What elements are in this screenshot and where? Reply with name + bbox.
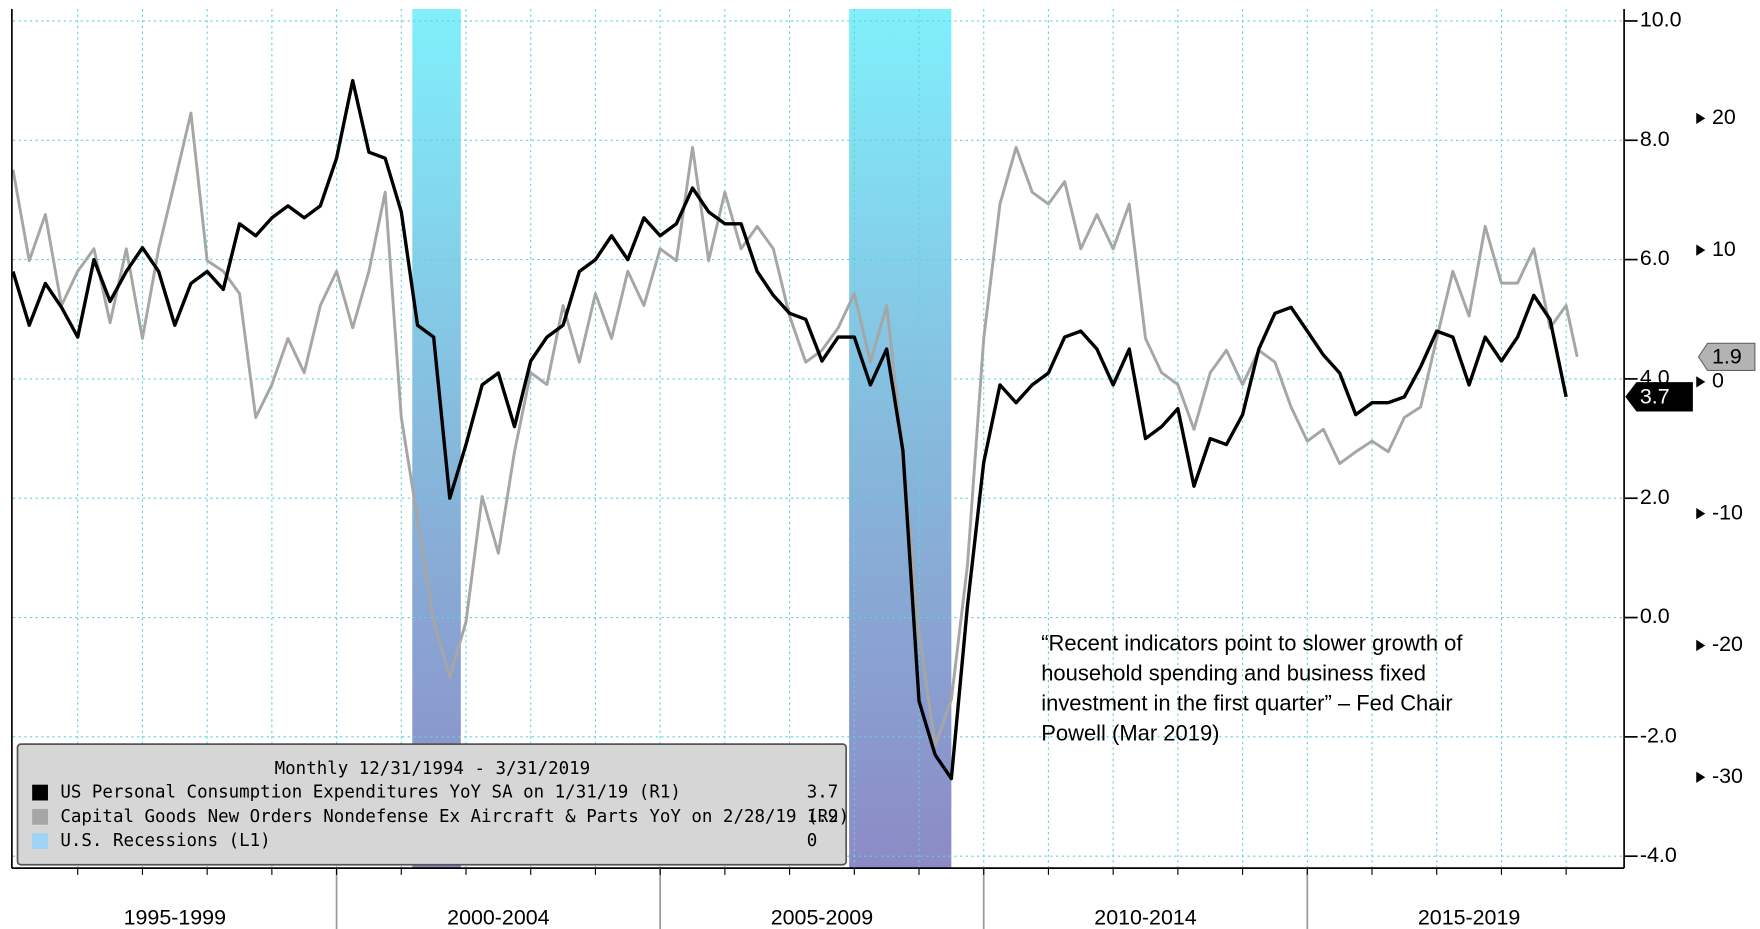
legend-value: 1.9 [807, 807, 839, 827]
x-tick-label: 1995-1999 [124, 906, 226, 929]
annotation: Powell (Mar 2019) [1041, 720, 1219, 745]
series-line [11, 78, 1568, 781]
x-tick-label: 2000-2004 [447, 906, 549, 929]
last-value-badge [1697, 342, 1756, 371]
legend-value: 3.7 [807, 783, 839, 803]
legend-swatch [32, 833, 48, 849]
y2-tick [1696, 376, 1706, 388]
y2-tick [1696, 112, 1706, 125]
last-value-label: 1.9 [1712, 345, 1742, 369]
y-tick-label: 0.0 [1640, 604, 1670, 628]
annotation: “Recent indicators point to slower growt… [1041, 631, 1463, 656]
legend-label: Capital Goods New Orders Nondefense Ex A… [60, 807, 849, 827]
y2-tick [1696, 508, 1706, 520]
y2-tick-label: 10 [1712, 237, 1736, 261]
y-tick-label: 8.0 [1640, 127, 1670, 151]
y2-tick-label: 20 [1712, 105, 1736, 129]
y2-tick [1696, 771, 1706, 783]
legend-label: U.S. Recessions (L1) [60, 831, 270, 851]
y-tick-label: -2.0 [1640, 724, 1677, 748]
legend-box [16, 743, 848, 866]
y-tick-label: 2.0 [1640, 485, 1670, 509]
legend-swatch [32, 784, 48, 801]
x-tick-label: 2015-2019 [1418, 906, 1520, 929]
y-tick-label: 6.0 [1640, 246, 1670, 270]
last-value-badge [1625, 382, 1693, 412]
y-tick-label: 10.0 [1640, 8, 1682, 32]
x-tick-label: 2005-2009 [771, 906, 873, 929]
legend-label: US Personal Consumption Expenditures YoY… [60, 783, 681, 803]
y2-tick-label: -30 [1712, 764, 1743, 788]
y2-tick-label: -20 [1712, 632, 1743, 656]
y2-tick [1696, 639, 1706, 652]
y2-tick [1696, 244, 1706, 256]
legend-swatch [32, 808, 48, 825]
x-tick-label: 2010-2014 [1094, 906, 1196, 929]
legend-header: Monthly 12/31/1994 - 3/31/2019 [275, 759, 591, 779]
last-value-label: 3.7 [1640, 385, 1670, 409]
y2-tick-label: -10 [1712, 500, 1743, 524]
y2-tick-label: 0 [1712, 369, 1724, 393]
recession-band [412, 9, 461, 869]
annotation: investment in the first quarter” – Fed C… [1041, 690, 1452, 715]
y-tick-label: -4.0 [1640, 843, 1677, 867]
series-line [11, 111, 1579, 748]
legend-value: 0 [807, 831, 818, 851]
annotation: household spending and business fixed [1041, 661, 1426, 686]
